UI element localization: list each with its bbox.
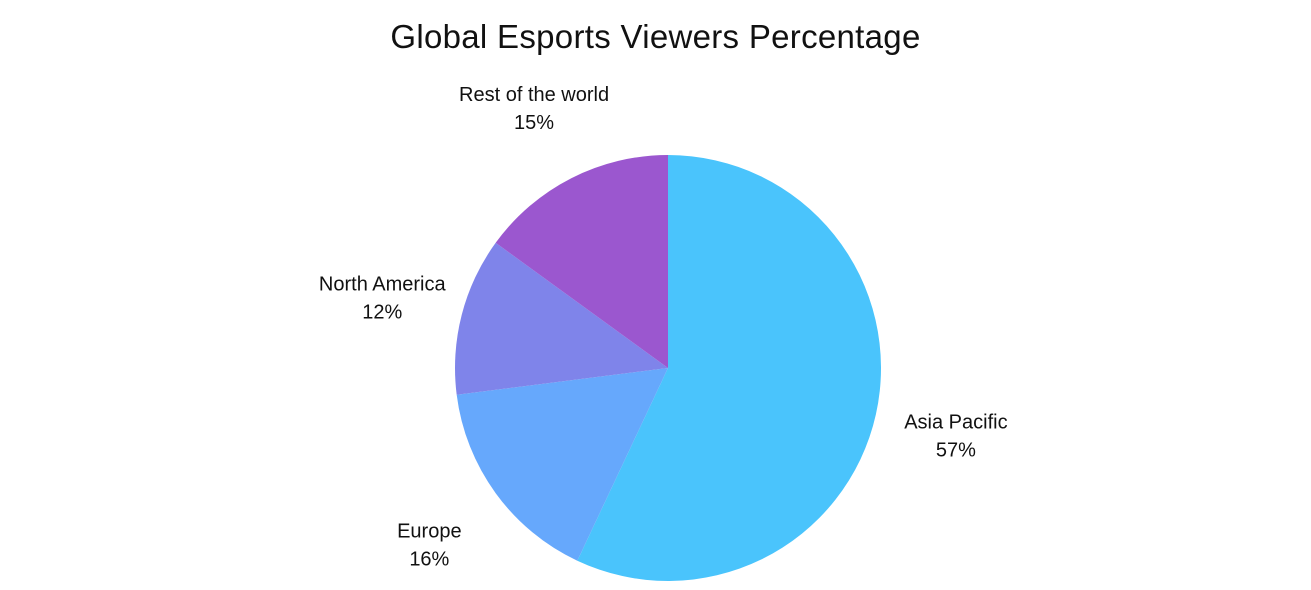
slice-label-value: 15% (514, 112, 554, 134)
slice-label-rest-of-the-world: Rest of the world 15% (459, 84, 609, 134)
chart-title: Global Esports Viewers Percentage (390, 18, 921, 55)
slice-label-europe: Europe 16% (397, 520, 462, 570)
slice-rest-of-the-world (495, 155, 668, 368)
slice-europe (456, 368, 668, 561)
slice-label-value: 57% (936, 439, 976, 461)
slice-north-america (454, 242, 668, 395)
slice-label-value: 16% (409, 548, 449, 570)
pie-labels: Asia Pacific 57% Europe 16% North America 12%… (319, 84, 1008, 570)
slice-label-name: Asia Pacific (904, 411, 1007, 433)
pie-slices (454, 155, 882, 581)
slice-label-asia-pacific: Asia Pacific 57% (904, 411, 1007, 461)
slice-asia-pacific (577, 155, 882, 581)
slice-label-name: Rest of the world (459, 84, 609, 106)
slice-label-name: Europe (397, 520, 462, 542)
slice-label-name: North America (319, 274, 447, 296)
slice-label-north-america: North America 12% (319, 274, 447, 324)
slice-label-value: 12% (362, 302, 402, 324)
